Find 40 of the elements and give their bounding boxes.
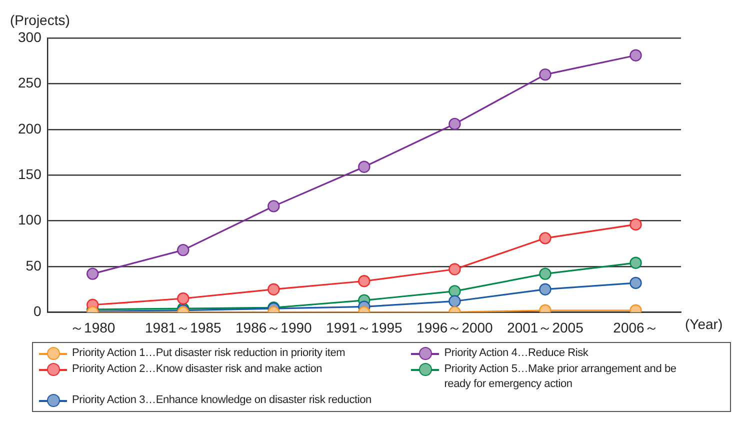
x-tick-label: 1981～1985 bbox=[144, 319, 222, 336]
y-tick-label: 200 bbox=[18, 120, 42, 136]
point bbox=[358, 160, 370, 173]
x-tick-label: 1986～1990 bbox=[236, 319, 312, 336]
x-tick-label: 2001～2005 bbox=[507, 319, 584, 336]
legend-label: Priority Action 4…Reduce Risk bbox=[444, 346, 588, 361]
legend-label: Priority Action 1…Put disaster risk reduction in priority item bbox=[72, 346, 346, 361]
point bbox=[539, 68, 552, 81]
y-tick-label: 250 bbox=[18, 74, 42, 91]
legend-label: Priority Action 3…Enhance knowledge on disaster risk reduction bbox=[72, 393, 372, 408]
point bbox=[630, 218, 642, 231]
point bbox=[268, 283, 280, 296]
y-tick-label: 150 bbox=[18, 166, 42, 182]
legend-label: Priority Action 2…Know disaster risk and make action bbox=[72, 362, 322, 377]
point bbox=[539, 232, 552, 244]
x-axis-title: (Year) bbox=[685, 316, 723, 332]
y-tick-label: 300 bbox=[18, 28, 42, 45]
point bbox=[448, 118, 461, 130]
y-tick-label: 0 bbox=[34, 303, 42, 320]
y-axis-title: (Projects) bbox=[10, 12, 70, 28]
legend-label: Priority Action 5…Make prior arrangement and be ready for emergency action bbox=[444, 362, 678, 392]
point bbox=[177, 292, 190, 305]
x-tick-label: 2006～ bbox=[613, 319, 658, 336]
point bbox=[630, 276, 642, 290]
point bbox=[448, 263, 461, 276]
x-tick-label: ～1980 bbox=[70, 319, 116, 336]
point bbox=[539, 268, 552, 280]
point bbox=[630, 49, 642, 62]
point bbox=[358, 275, 370, 288]
y-tick-label: 50 bbox=[26, 257, 42, 274]
point bbox=[448, 295, 461, 308]
point bbox=[177, 244, 190, 256]
y-tick-label: 100 bbox=[18, 212, 42, 228]
point bbox=[86, 268, 99, 280]
x-tick-label: 1991～1995 bbox=[326, 319, 403, 336]
point bbox=[448, 285, 461, 298]
point bbox=[539, 283, 552, 296]
point bbox=[268, 200, 280, 212]
x-tick-label: 1996～2000 bbox=[416, 319, 494, 336]
point bbox=[630, 256, 642, 269]
